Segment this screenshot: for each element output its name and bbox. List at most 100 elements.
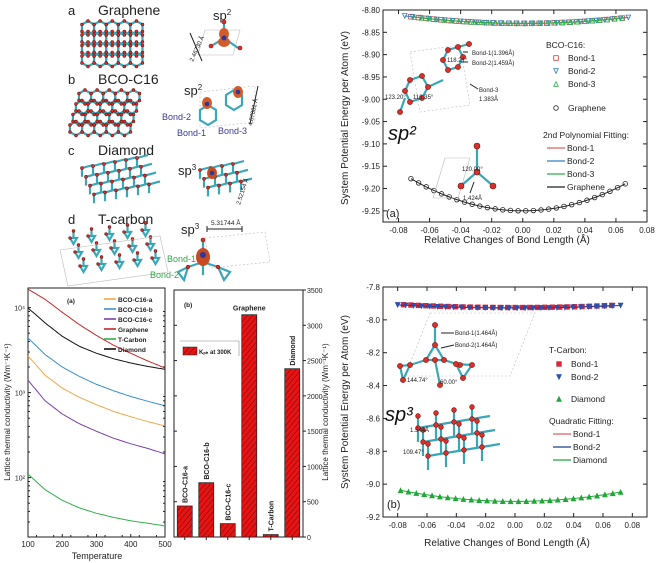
- lattice-atom: [125, 98, 130, 103]
- data-point-graphene: [591, 194, 598, 201]
- data-point-bond-3: [411, 13, 418, 20]
- inset-atom: [456, 421, 462, 427]
- inset-atom: [423, 357, 429, 363]
- y-tick-label: 2000: [307, 394, 323, 401]
- lattice-atom: [83, 119, 87, 124]
- data-point-graphene: [408, 175, 414, 182]
- e3-panel-label: (b): [387, 499, 400, 511]
- lattice-atom: [119, 112, 124, 117]
- lattice-bond: [114, 157, 127, 164]
- lattice-atom: [80, 61, 84, 65]
- data-point-bond-2: [625, 14, 632, 21]
- x-tick-label: 0.04: [566, 521, 582, 530]
- legend-label: Diamond: [571, 394, 605, 404]
- inset-label-angle-60: 60.00°: [440, 380, 458, 386]
- x-tick-label: -0.02: [483, 226, 502, 235]
- lattice-bond: [129, 164, 142, 170]
- fit-legend-label: Bond-1: [567, 143, 595, 153]
- lattice-bond: [225, 170, 238, 176]
- data-point-graphene: [507, 207, 514, 214]
- data-point-bond-2: [538, 305, 544, 312]
- lattice-atom: [116, 43, 120, 48]
- bar-label: Graphene: [233, 306, 266, 313]
- y-tick-label: -9.2: [366, 513, 380, 522]
- lattice-atom: [110, 29, 114, 34]
- lattice-atom: [128, 33, 133, 37]
- e2-inset-graphene: 120.00° 1.424Å: [432, 142, 497, 202]
- lattice-atom: [86, 54, 90, 58]
- hybrid-label-a: sp2: [213, 8, 232, 23]
- inset-atom: [415, 425, 421, 431]
- lattice-atom: [92, 54, 96, 58]
- y-tick-label: 0: [307, 535, 311, 542]
- lattice-bond: [115, 186, 128, 192]
- lattice-atom: [78, 264, 82, 268]
- inset-atom: [455, 64, 461, 70]
- data-point-bond-2: [530, 305, 536, 312]
- y-tick-label: 10³: [15, 391, 26, 398]
- data-point-bond-2: [514, 305, 521, 312]
- lattice-atom: [77, 109, 81, 113]
- lattice-atom: [143, 221, 148, 225]
- lattice-atom: [134, 40, 139, 44]
- orbital-center: [209, 170, 215, 176]
- legend-label: BCO-C16-c: [118, 317, 153, 324]
- lattice-atom: [107, 225, 112, 229]
- lattice-atom: [228, 181, 232, 186]
- lattice-atom: [101, 109, 105, 113]
- inset-atom: [433, 410, 439, 416]
- lattice-atom: [95, 173, 99, 177]
- lattice-atom: [104, 43, 108, 48]
- lattice-atom: [95, 112, 99, 117]
- lattice-bond: [148, 180, 161, 186]
- lattice-bond: [218, 181, 231, 187]
- lattice-bond: [111, 177, 124, 183]
- lattice-atom: [116, 40, 120, 44]
- fit-line-graphene: [410, 178, 626, 212]
- lattice-atom: [116, 50, 120, 55]
- inset-atom: [469, 416, 475, 422]
- lattice-atom: [86, 64, 90, 69]
- lattice-atom: [137, 91, 142, 96]
- lattice-atom: [239, 179, 243, 184]
- inset-atom: [474, 430, 480, 436]
- y-tick-label: -9.0: [366, 480, 380, 489]
- lattice-atom: [137, 98, 142, 103]
- lattice-atom: [104, 61, 108, 65]
- lattice-atom: [122, 109, 127, 113]
- data-point-bond-2: [569, 304, 576, 311]
- lattice-atom: [110, 40, 114, 44]
- y-tick-label: 1000: [307, 464, 323, 471]
- graphene-lattice: [80, 19, 145, 69]
- x-tick-label: -0.04: [452, 226, 471, 235]
- inset-atom: [432, 322, 438, 328]
- data-point-diamond: [436, 493, 443, 500]
- x-tick-label: 0.02: [546, 226, 562, 235]
- data-point-bond-3: [611, 15, 618, 22]
- lattice-atom: [140, 50, 145, 55]
- e3-legend: T-Carbon: Bond-1 Bond-2 Diamond Quadratic Fi…: [549, 345, 614, 465]
- lattice-atom: [150, 256, 154, 260]
- lattice-atom: [98, 64, 102, 69]
- data-point-diamond: [531, 497, 538, 504]
- data-point-bond-3: [418, 14, 425, 21]
- y-axis-label: Lattice thermal conductivity (Wm⁻¹K⁻¹): [3, 343, 12, 481]
- inset-label-bond3: Bond-3: [479, 88, 499, 94]
- inset-atom: [474, 418, 480, 424]
- data-point-diamond: [594, 492, 600, 499]
- lattice-atom: [119, 88, 124, 92]
- legend-label: Graphene: [118, 327, 149, 334]
- bar-diamond: [284, 368, 301, 538]
- lattice-atom: [122, 119, 127, 124]
- lattice-atom: [80, 98, 84, 103]
- legend-marker: [553, 55, 559, 61]
- lattice-atom: [132, 175, 136, 180]
- lattice-atom: [80, 54, 84, 58]
- data-point-graphene: [454, 196, 460, 203]
- bond-label-b-3: Bond-3: [218, 126, 247, 136]
- data-point-diamond: [617, 488, 624, 495]
- inset-atom: [407, 362, 413, 368]
- lattice-atom: [131, 112, 136, 117]
- lattice-atom: [91, 164, 95, 168]
